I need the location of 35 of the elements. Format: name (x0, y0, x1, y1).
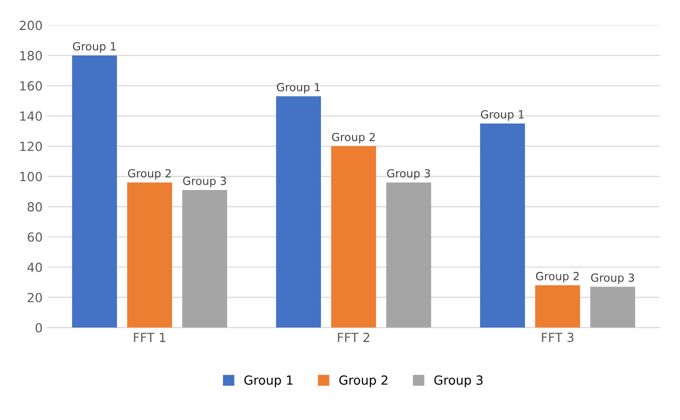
legend-label: Group 3 (434, 375, 483, 388)
data-label: Group 2 (332, 132, 375, 144)
bar (331, 146, 376, 328)
data-label: Group 3 (591, 273, 634, 284)
y-tick-label: 60 (28, 232, 42, 242)
y-tick-label: 160 (20, 81, 42, 91)
x-tick-label: FFT 3 (542, 332, 574, 342)
y-tick-label: 80 (28, 202, 42, 212)
data-label: Group 1 (72, 42, 116, 53)
data-label: Group 2 (128, 169, 171, 180)
legend-label: Group 1 (244, 375, 292, 388)
bar (590, 286, 636, 328)
x-tick-label: FFT 1 (134, 332, 166, 342)
y-tick-label: 20 (28, 292, 42, 302)
bar (127, 182, 172, 328)
data-label: Group 3 (387, 169, 430, 180)
y-tick-label: 120 (20, 142, 42, 152)
data-label: Group 1 (276, 82, 320, 94)
y-tick-label: 200 (20, 20, 42, 30)
bar (386, 182, 432, 328)
y-tick-label: 0 (36, 323, 42, 333)
bar (535, 285, 580, 328)
x-tick-label: FFT 2 (338, 332, 370, 342)
bar (276, 96, 321, 328)
y-tick-label: 180 (20, 50, 42, 60)
y-tick-label: 100 (20, 172, 42, 182)
bar (182, 190, 228, 328)
y-tick-label: 140 (20, 111, 42, 121)
data-label: Group 3 (183, 176, 226, 188)
legend-label: Group 2 (339, 375, 388, 388)
y-tick-label: 40 (27, 262, 42, 272)
bar (72, 55, 117, 328)
data-label: Group 1 (480, 110, 524, 121)
data-label: Group 2 (536, 272, 579, 282)
bar (480, 123, 525, 328)
